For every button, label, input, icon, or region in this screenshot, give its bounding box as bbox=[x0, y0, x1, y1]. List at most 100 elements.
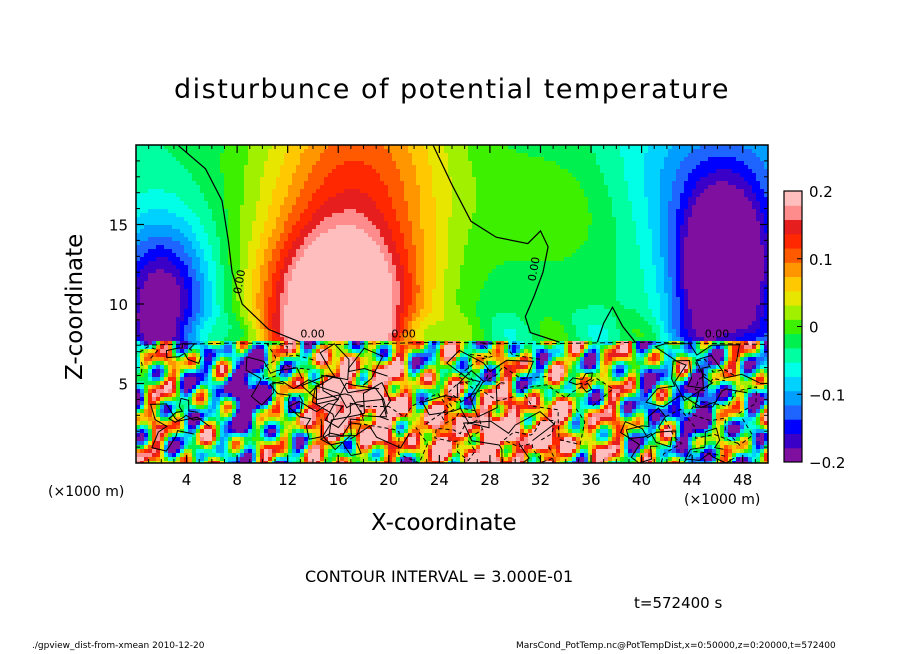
field-cell bbox=[568, 189, 573, 194]
field-cell bbox=[488, 205, 493, 210]
field-cell bbox=[384, 165, 389, 170]
field-cell bbox=[360, 217, 365, 222]
field-cell bbox=[336, 185, 341, 190]
field-cell bbox=[448, 225, 453, 230]
field-cell bbox=[688, 149, 693, 154]
field-cell bbox=[200, 157, 205, 162]
field-cell bbox=[644, 221, 649, 226]
field-cell bbox=[632, 181, 637, 186]
field-cell bbox=[340, 157, 345, 162]
field-cell bbox=[664, 229, 669, 234]
field-cell bbox=[652, 161, 657, 166]
field-cell bbox=[756, 241, 761, 246]
field-cell bbox=[220, 145, 225, 150]
field-cell bbox=[156, 173, 161, 178]
field-cell bbox=[464, 261, 469, 266]
field-cell bbox=[496, 205, 501, 210]
field-cell bbox=[708, 257, 713, 262]
field-cell bbox=[208, 229, 213, 234]
field-cell bbox=[728, 157, 733, 162]
field-cell bbox=[756, 233, 761, 238]
field-cell bbox=[700, 257, 705, 262]
field-cell bbox=[164, 193, 169, 198]
field-cell bbox=[284, 253, 289, 258]
field-cell bbox=[408, 197, 413, 202]
field-cell bbox=[468, 201, 473, 206]
field-cell bbox=[324, 269, 329, 274]
field-cell bbox=[468, 177, 473, 182]
field-cell bbox=[464, 177, 469, 182]
field-cell bbox=[396, 253, 401, 258]
field-cell bbox=[304, 157, 309, 162]
field-cell bbox=[276, 237, 281, 242]
field-cell bbox=[676, 201, 681, 206]
field-cell bbox=[432, 249, 437, 254]
field-cell bbox=[444, 217, 449, 222]
field-cell bbox=[652, 245, 657, 250]
field-cell bbox=[696, 165, 701, 170]
field-cell bbox=[648, 189, 653, 194]
field-cell bbox=[756, 177, 761, 182]
field-cell bbox=[224, 197, 229, 202]
field-cell bbox=[596, 197, 601, 202]
field-cell bbox=[296, 209, 301, 214]
field-cell bbox=[172, 265, 177, 270]
field-cell bbox=[164, 245, 169, 250]
field-cell bbox=[296, 177, 301, 182]
field-cell bbox=[220, 257, 225, 262]
field-cell bbox=[404, 201, 409, 206]
field-cell bbox=[580, 237, 585, 242]
field-cell bbox=[484, 261, 489, 266]
field-cell bbox=[640, 265, 645, 270]
field-cell bbox=[584, 181, 589, 186]
field-cell bbox=[484, 181, 489, 186]
field-cell bbox=[756, 209, 761, 214]
field-cell bbox=[560, 177, 565, 182]
field-cell bbox=[604, 165, 609, 170]
field-cell bbox=[496, 229, 501, 234]
field-cell bbox=[636, 229, 641, 234]
field-cell bbox=[392, 249, 397, 254]
field-cell bbox=[348, 189, 353, 194]
field-cell bbox=[756, 253, 761, 258]
field-cell bbox=[448, 261, 453, 266]
field-cell bbox=[256, 173, 261, 178]
field-cell bbox=[156, 181, 161, 186]
field-cell bbox=[548, 229, 553, 234]
field-cell bbox=[760, 205, 765, 210]
field-cell bbox=[264, 217, 269, 222]
field-cell bbox=[156, 189, 161, 194]
field-cell bbox=[672, 249, 677, 254]
field-cell bbox=[440, 213, 445, 218]
field-cell bbox=[728, 249, 733, 254]
field-cell bbox=[524, 237, 529, 242]
field-cell bbox=[176, 173, 181, 178]
field-cell bbox=[524, 149, 529, 154]
field-cell bbox=[184, 269, 189, 274]
field-cell bbox=[276, 265, 281, 270]
field-cell bbox=[256, 269, 261, 274]
field-cell bbox=[452, 261, 457, 266]
field-cell bbox=[368, 177, 373, 182]
field-cell bbox=[484, 197, 489, 202]
field-cell bbox=[664, 153, 669, 158]
field-cell bbox=[156, 213, 161, 218]
field-cell bbox=[744, 209, 749, 214]
field-cell bbox=[496, 237, 501, 242]
field-cell bbox=[596, 241, 601, 246]
field-cell bbox=[600, 225, 605, 230]
field-cell bbox=[456, 209, 461, 214]
field-cell bbox=[168, 201, 173, 206]
field-cell bbox=[368, 257, 373, 262]
field-cell bbox=[632, 149, 637, 154]
field-cell bbox=[528, 241, 533, 246]
field-cell bbox=[460, 209, 465, 214]
field-cell bbox=[652, 153, 657, 158]
field-cell bbox=[576, 185, 581, 190]
field-cell bbox=[388, 173, 393, 178]
field-cell bbox=[548, 145, 553, 150]
field-cell bbox=[328, 165, 333, 170]
field-cell bbox=[308, 229, 313, 234]
field-cell bbox=[144, 177, 149, 182]
field-cell bbox=[444, 257, 449, 262]
